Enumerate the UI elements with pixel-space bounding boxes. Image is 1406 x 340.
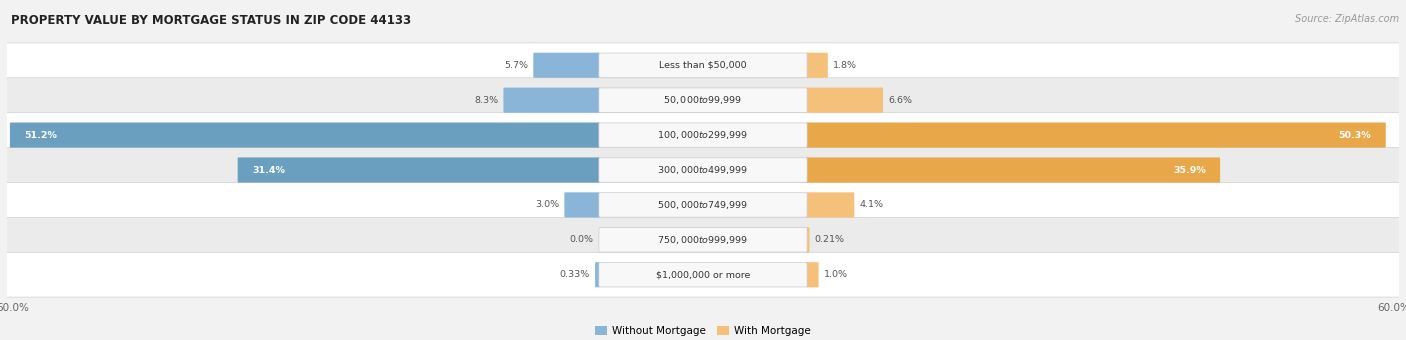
FancyBboxPatch shape: [599, 53, 807, 78]
Text: 3.0%: 3.0%: [536, 200, 560, 209]
Legend: Without Mortgage, With Mortgage: Without Mortgage, With Mortgage: [591, 322, 815, 340]
FancyBboxPatch shape: [806, 88, 883, 113]
FancyBboxPatch shape: [0, 252, 1406, 297]
Text: Source: ZipAtlas.com: Source: ZipAtlas.com: [1295, 14, 1399, 23]
Text: $1,000,000 or more: $1,000,000 or more: [655, 270, 751, 279]
Text: 6.6%: 6.6%: [889, 96, 912, 105]
FancyBboxPatch shape: [806, 157, 1220, 183]
Text: 1.0%: 1.0%: [824, 270, 848, 279]
FancyBboxPatch shape: [599, 262, 807, 287]
FancyBboxPatch shape: [0, 113, 1406, 157]
FancyBboxPatch shape: [0, 78, 1406, 122]
FancyBboxPatch shape: [806, 192, 855, 218]
Text: 1.8%: 1.8%: [832, 61, 858, 70]
FancyBboxPatch shape: [599, 123, 807, 147]
Text: 50.3%: 50.3%: [1339, 131, 1371, 140]
Text: 5.7%: 5.7%: [505, 61, 529, 70]
FancyBboxPatch shape: [10, 122, 600, 148]
Text: Less than $50,000: Less than $50,000: [659, 61, 747, 70]
Text: 8.3%: 8.3%: [474, 96, 498, 105]
FancyBboxPatch shape: [806, 262, 818, 287]
FancyBboxPatch shape: [599, 88, 807, 113]
FancyBboxPatch shape: [599, 193, 807, 217]
Text: PROPERTY VALUE BY MORTGAGE STATUS IN ZIP CODE 44133: PROPERTY VALUE BY MORTGAGE STATUS IN ZIP…: [11, 14, 412, 27]
FancyBboxPatch shape: [0, 218, 1406, 262]
Text: $300,000 to $499,999: $300,000 to $499,999: [658, 164, 748, 176]
Text: 0.21%: 0.21%: [814, 235, 845, 244]
FancyBboxPatch shape: [533, 53, 600, 78]
FancyBboxPatch shape: [599, 227, 807, 252]
FancyBboxPatch shape: [238, 157, 600, 183]
Text: 4.1%: 4.1%: [859, 200, 883, 209]
FancyBboxPatch shape: [806, 122, 1386, 148]
Text: 51.2%: 51.2%: [24, 131, 58, 140]
Text: $100,000 to $299,999: $100,000 to $299,999: [658, 129, 748, 141]
Text: 0.0%: 0.0%: [569, 235, 593, 244]
FancyBboxPatch shape: [503, 88, 600, 113]
FancyBboxPatch shape: [0, 43, 1406, 88]
Text: 35.9%: 35.9%: [1173, 166, 1206, 174]
FancyBboxPatch shape: [595, 262, 600, 287]
FancyBboxPatch shape: [0, 183, 1406, 227]
FancyBboxPatch shape: [599, 158, 807, 182]
FancyBboxPatch shape: [806, 227, 810, 252]
Text: 31.4%: 31.4%: [252, 166, 285, 174]
FancyBboxPatch shape: [0, 148, 1406, 192]
FancyBboxPatch shape: [806, 53, 828, 78]
Text: 0.33%: 0.33%: [560, 270, 591, 279]
Text: $50,000 to $99,999: $50,000 to $99,999: [664, 94, 742, 106]
Text: $750,000 to $999,999: $750,000 to $999,999: [658, 234, 748, 246]
FancyBboxPatch shape: [564, 192, 600, 218]
Text: $500,000 to $749,999: $500,000 to $749,999: [658, 199, 748, 211]
